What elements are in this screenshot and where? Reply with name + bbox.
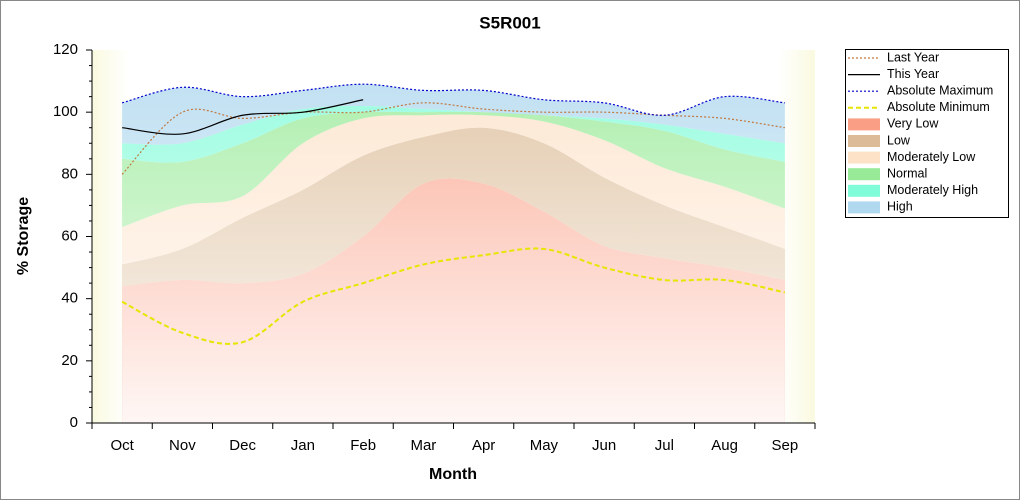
x-tick-label: Feb xyxy=(350,437,376,454)
legend-label: Moderately High xyxy=(887,183,978,197)
y-tick-label: 100 xyxy=(53,103,78,120)
x-tick-label: Jul xyxy=(655,437,674,454)
band-fade xyxy=(122,50,785,423)
legend-label: Moderately Low xyxy=(887,150,976,164)
legend-label: This Year xyxy=(887,67,939,81)
y-tick-label: 40 xyxy=(61,290,78,307)
x-tick-label: Apr xyxy=(472,437,495,454)
legend-label: Absolute Maximum xyxy=(887,83,993,97)
legend-label: Normal xyxy=(887,166,927,180)
legend-swatch xyxy=(848,168,880,181)
legend-swatch xyxy=(848,184,880,197)
x-tick-label: May xyxy=(530,437,559,454)
y-tick-label: 60 xyxy=(61,227,78,244)
y-axis-title: % Storage xyxy=(15,197,32,275)
chart-title: S5R001 xyxy=(479,13,540,32)
x-tick-label: Aug xyxy=(711,437,738,454)
legend-label: Last Year xyxy=(887,50,939,64)
x-tick-label: Nov xyxy=(169,437,196,454)
legend-label: Very Low xyxy=(887,117,939,131)
legend-label: Absolute Minimum xyxy=(887,100,990,114)
y-tick-label: 120 xyxy=(53,41,78,58)
x-tick-label: Oct xyxy=(110,437,134,454)
x-tick-label: Dec xyxy=(229,437,256,454)
x-axis-title: Month xyxy=(429,466,477,483)
y-tick-label: 0 xyxy=(70,414,78,431)
y-tick-label: 20 xyxy=(61,352,78,369)
legend-swatch xyxy=(848,201,880,214)
legend-swatch xyxy=(848,135,880,147)
x-tick-label: Mar xyxy=(410,437,436,454)
x-tick-label: Jan xyxy=(291,437,315,454)
series-line xyxy=(121,247,786,345)
legend-swatch xyxy=(848,151,880,164)
legend-label: High xyxy=(887,200,913,214)
legend-label: Low xyxy=(887,133,911,147)
y-tick-label: 80 xyxy=(61,165,78,182)
x-tick-label: Sep xyxy=(772,437,799,454)
legend-swatch xyxy=(848,118,880,131)
series-line xyxy=(122,99,364,135)
x-tick-label: Jun xyxy=(592,437,616,454)
